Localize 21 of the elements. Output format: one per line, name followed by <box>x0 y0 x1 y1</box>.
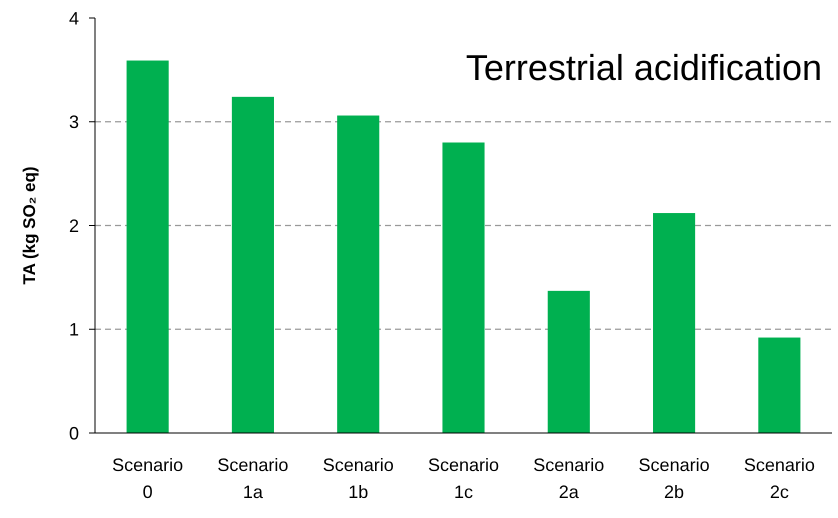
text: Terrestrial acidification <box>466 47 822 88</box>
bar <box>126 60 169 433</box>
x-tick-label: Scenario 2a <box>533 455 604 502</box>
y-tick-label: 2 <box>68 216 79 236</box>
y-axis-title: TA (kg SO₂ eq) <box>20 166 39 285</box>
bar <box>442 142 485 433</box>
x-tick-label: Scenario 2c <box>744 455 815 502</box>
x-tick-label: Scenario 0 <box>112 455 184 502</box>
y-tick-label: 0 <box>68 423 79 444</box>
x-tick-label: Scenario 2b <box>638 455 710 502</box>
x-tick-label: Scenario 1a <box>217 455 288 502</box>
bar <box>548 290 590 433</box>
bar <box>758 338 800 433</box>
bar <box>232 96 274 433</box>
y-tick-label: 1 <box>68 320 79 340</box>
x-tick-label: Scenario 1c <box>428 455 500 502</box>
y-tick-label: 3 <box>68 112 79 132</box>
x-tick-label: Scenario 1b <box>322 455 394 502</box>
y-tick-label: 4 <box>68 8 79 28</box>
bar <box>653 213 696 433</box>
bar <box>337 116 380 433</box>
